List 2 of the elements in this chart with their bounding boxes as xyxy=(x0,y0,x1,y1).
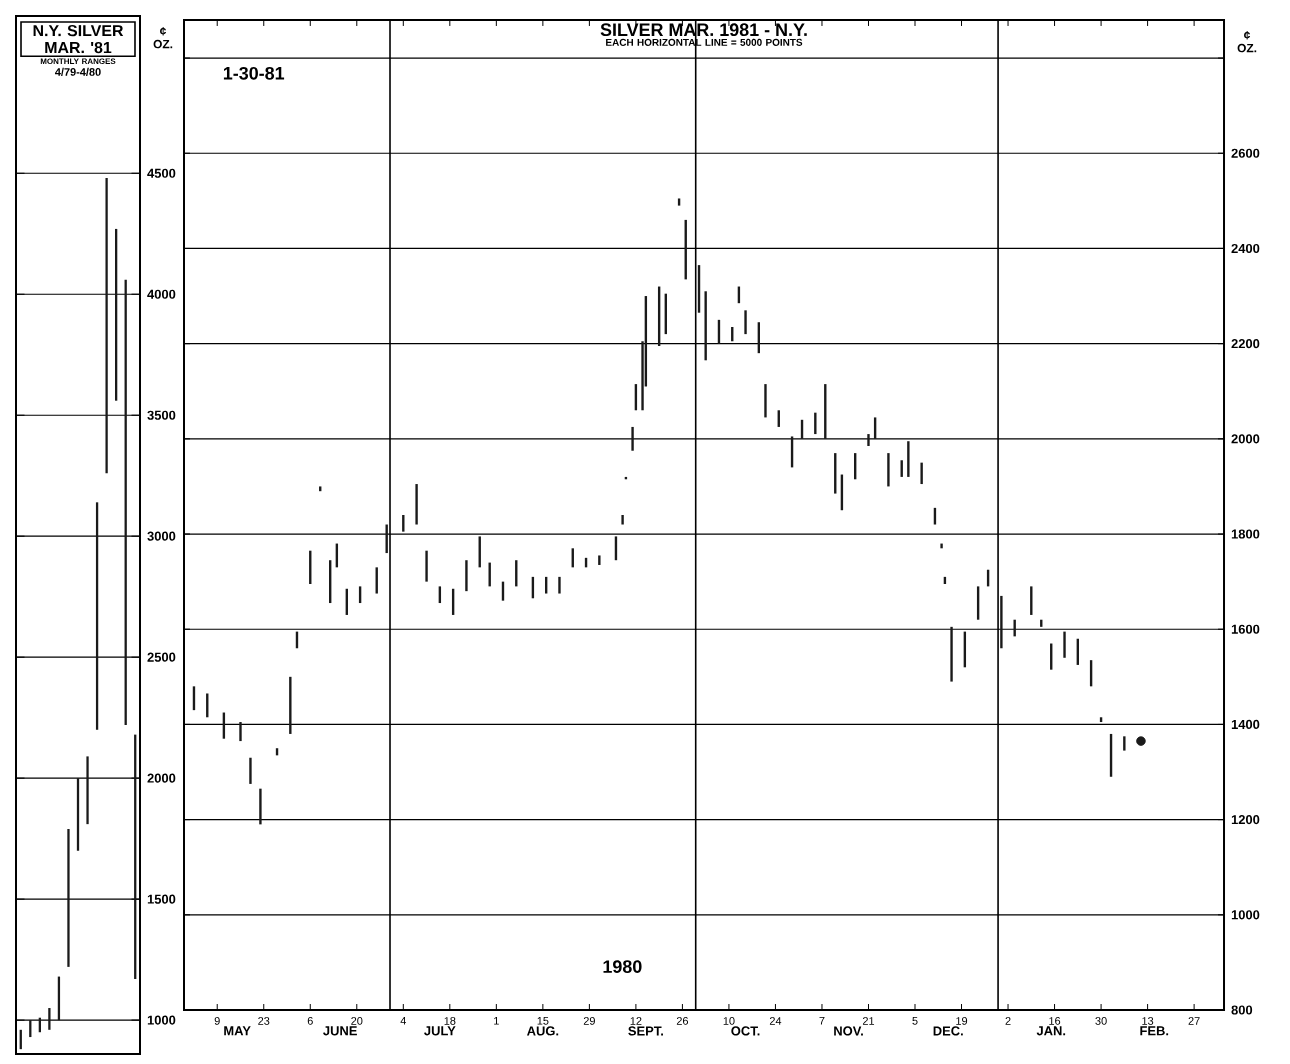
annotation: 1-30-81 xyxy=(223,66,285,80)
annotation: 1980 xyxy=(603,960,642,973)
